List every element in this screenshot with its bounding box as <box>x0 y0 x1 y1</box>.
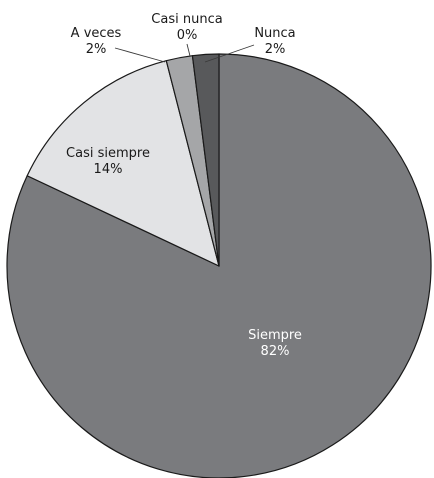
slice-value-siempre: 82% <box>261 344 290 359</box>
slice-value-casi-nunca: 0% <box>177 28 198 43</box>
slice-name-a-veces: A veces <box>71 26 122 41</box>
slice-label-casi-siempre: Casi siempre 14% <box>66 146 150 177</box>
leader-lines-layer <box>114 43 255 63</box>
slice-name-casi-nunca: Casi nunca <box>151 12 222 27</box>
slice-label-casi-nunca: Casi nunca 0% <box>151 12 222 43</box>
slice-value-nunca: 2% <box>265 42 286 57</box>
slice-casi-siempre <box>26 60 220 267</box>
slice-label-nunca: Nunca 2% <box>254 26 295 57</box>
slice-name-siempre: Siempre <box>248 328 302 343</box>
slice-name-nunca: Nunca <box>254 26 295 41</box>
slice-name-casi-siempre: Casi siempre <box>66 146 150 161</box>
slice-value-a-veces: 2% <box>86 42 107 57</box>
leader-line-a-veces <box>114 47 166 63</box>
leader-line-casi-nunca <box>186 43 191 57</box>
slice-label-a-veces: A veces 2% <box>71 26 122 57</box>
slices-layer <box>6 53 432 478</box>
slice-value-casi-siempre: 14% <box>94 162 123 177</box>
labels-layer: Siempre 82%Casi siempre 14%A veces 2%Casi n… <box>66 12 302 359</box>
leader-line-nunca <box>204 44 255 63</box>
slice-siempre <box>6 53 432 478</box>
slice-nunca <box>191 53 220 267</box>
slice-label-siempre: Siempre 82% <box>248 328 302 359</box>
